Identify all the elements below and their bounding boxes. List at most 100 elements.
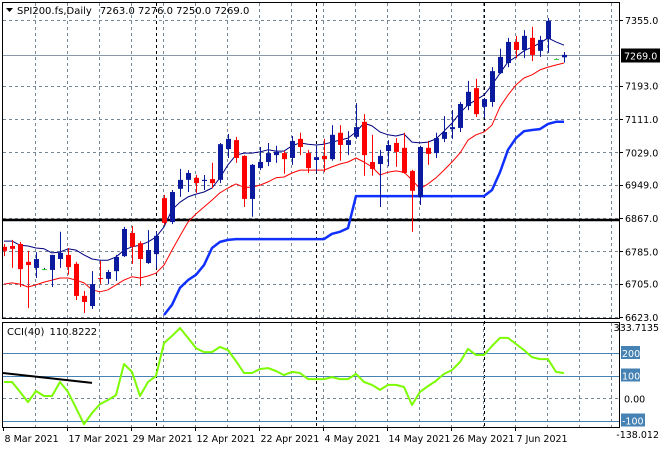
candle-body [50, 254, 55, 270]
price-axis-label: 6623.0 [625, 313, 658, 324]
candle [130, 226, 135, 264]
candle [178, 168, 183, 197]
candle-body [402, 147, 407, 173]
candle [418, 145, 423, 206]
candle-body [322, 155, 327, 160]
chart-header: SPI200.fs,Daily 7263.0 7276.0 7250.0 7269… [17, 6, 249, 17]
candle-body [306, 153, 311, 169]
candle [426, 140, 431, 165]
candle [202, 174, 207, 191]
candle [122, 226, 127, 257]
candle [394, 138, 399, 167]
candle [562, 52, 567, 63]
candle-body [58, 252, 63, 259]
candle-body [10, 245, 15, 249]
moving-average-slow [3, 62, 565, 293]
candle-body [18, 243, 23, 270]
time-axis-label: 22 Apr 2021 [261, 434, 320, 445]
candle [58, 231, 63, 268]
candle-body [410, 170, 415, 191]
candle [234, 136, 239, 163]
time-axis-label: 4 May 2021 [325, 434, 381, 445]
candle-body [546, 20, 551, 40]
candle [106, 269, 111, 285]
candle-body [482, 99, 487, 107]
candle [34, 252, 39, 279]
candle-body [514, 41, 519, 51]
candle [282, 151, 287, 174]
candle-doji [554, 58, 559, 60]
candle-body [234, 140, 239, 158]
candle-body [378, 155, 383, 165]
candle-body [258, 162, 263, 169]
main-panel-border [2, 2, 620, 319]
candle-body [146, 250, 151, 264]
candle [186, 170, 191, 193]
triangle-down-icon[interactable] [6, 8, 13, 12]
cci-panel-border [2, 322, 620, 428]
candle-body [442, 131, 447, 139]
candle [482, 97, 487, 119]
cci-axis-min: -138.012 [616, 430, 659, 441]
cci-value: 110.8222 [49, 327, 97, 338]
candle-body [98, 278, 103, 280]
candle [410, 169, 415, 232]
cci-name: CCI(40) [7, 327, 45, 338]
candle [354, 103, 359, 139]
candle [490, 67, 495, 107]
candle-body [138, 243, 143, 259]
candle [210, 162, 215, 188]
candle-body [290, 140, 295, 158]
candle-body [90, 284, 95, 307]
candle-body [362, 121, 367, 156]
cci-trendline [2, 372, 93, 384]
price-axis-label: 7111.0 [625, 115, 658, 126]
candle-body [282, 153, 287, 160]
candle [530, 26, 535, 61]
candle [138, 241, 143, 287]
candle-body [338, 132, 343, 145]
candle [18, 241, 23, 287]
candle [266, 142, 271, 167]
candle-body [66, 254, 71, 268]
moving-average-fast [4, 37, 565, 261]
candle-body [210, 179, 215, 184]
candle [258, 146, 263, 171]
candle-body [162, 198, 167, 223]
cci-level-badge [621, 346, 640, 359]
cci-axis-zero: 0.00 [624, 395, 645, 406]
cci-level-label: 200 [622, 349, 640, 360]
indicator-overlays [3, 37, 565, 316]
candle-body [242, 155, 247, 199]
candle [434, 132, 439, 158]
candle-body [506, 41, 511, 64]
candle-body [522, 35, 527, 51]
candles [2, 17, 567, 313]
candle [298, 132, 303, 156]
candle [538, 35, 543, 57]
cci-line [4, 327, 565, 426]
candle-body [178, 179, 183, 189]
candle-body [386, 144, 391, 152]
stop-line [163, 120, 564, 316]
time-axis-label: 26 May 2021 [453, 434, 515, 445]
candle-body [226, 138, 231, 150]
candle [474, 78, 479, 117]
candle [162, 194, 167, 225]
candle [314, 145, 319, 173]
candle-body [562, 54, 567, 58]
candle [42, 267, 47, 271]
candle [98, 261, 103, 285]
candle [218, 142, 223, 184]
chart-ohlc: 7263.0 7276.0 7250.0 7269.0 [100, 6, 250, 17]
candle-body [2, 246, 7, 251]
candle [250, 164, 255, 217]
candle-body [330, 134, 335, 160]
candle-body [26, 261, 31, 266]
cci-axis-max: 333.7135 [614, 323, 659, 334]
candle-body [154, 235, 159, 255]
candle [2, 243, 7, 257]
candle-body [298, 138, 303, 147]
candle [194, 174, 199, 193]
